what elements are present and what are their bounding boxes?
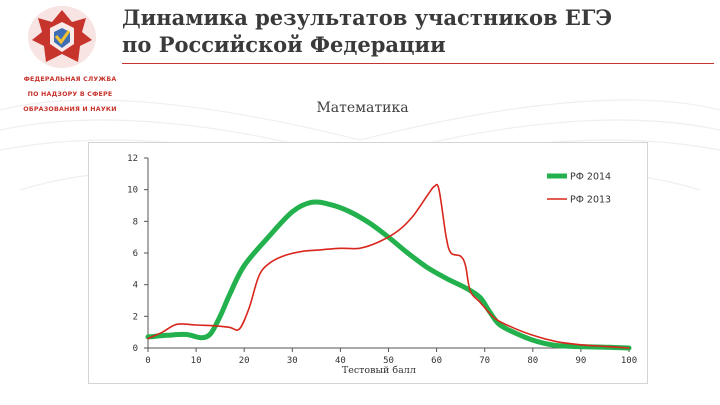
x-tick-label: 60	[431, 356, 442, 366]
y-tick-label: 4	[133, 281, 138, 291]
x-axis-title: Тестовый балл	[342, 365, 416, 376]
agency-name-line-2: ПО НАДЗОРУ В СФЕРЕ	[27, 91, 113, 98]
agency-emblem-icon	[28, 6, 96, 68]
x-tick-label: 80	[527, 356, 538, 366]
legend-label-rf-2013: РФ 2013	[570, 195, 611, 206]
y-tick-label: 12	[127, 154, 138, 164]
y-tick-label: 0	[133, 344, 138, 354]
chart-frame: 0 2 4 6 8 10 12 0 10 20 30 40 50 60 70 80 90 100 Тестовый …	[88, 142, 648, 384]
x-tick-label: 40	[335, 356, 346, 366]
agency-name-line-3: ОБРАЗОВАНИЯ И НАУКИ	[23, 106, 117, 113]
x-tick-label: 70	[479, 356, 490, 366]
title-divider	[122, 63, 714, 64]
y-tick-label: 2	[133, 312, 138, 322]
page-title-line-2: по Российской Федерации	[122, 32, 446, 57]
legend-label-rf-2014: РФ 2014	[570, 172, 611, 183]
x-tick-label: 90	[575, 356, 586, 366]
subject-heading: Математика	[316, 100, 409, 116]
agency-name-line-1: ФЕДЕРАЛЬНАЯ СЛУЖБА	[23, 76, 117, 83]
page-title-line-1: Динамика результатов участников ЕГЭ	[122, 5, 613, 30]
x-tick-label: 10	[191, 356, 202, 366]
y-tick-label: 8	[133, 217, 138, 227]
y-tick-label: 10	[127, 186, 138, 196]
x-tick-label: 100	[621, 356, 637, 366]
x-tick-label: 20	[239, 356, 250, 366]
score-distribution-chart: 0 2 4 6 8 10 12 0 10 20 30 40 50 60 70 80 90 100 Тестовый …	[127, 154, 637, 376]
x-tick-label: 30	[287, 356, 298, 366]
series-line-rf-2013	[147, 183, 630, 349]
agency-logo: ФЕДЕРАЛЬНАЯ СЛУЖБА ПО НАДЗОРУ В СФЕРЕ ОБ…	[14, 4, 118, 114]
x-tick-label: 50	[383, 356, 394, 366]
page-title: Динамика результатов участников ЕГЭ по Р…	[122, 4, 682, 58]
x-tick-label: 0	[145, 356, 150, 366]
y-tick-label: 6	[133, 249, 138, 259]
